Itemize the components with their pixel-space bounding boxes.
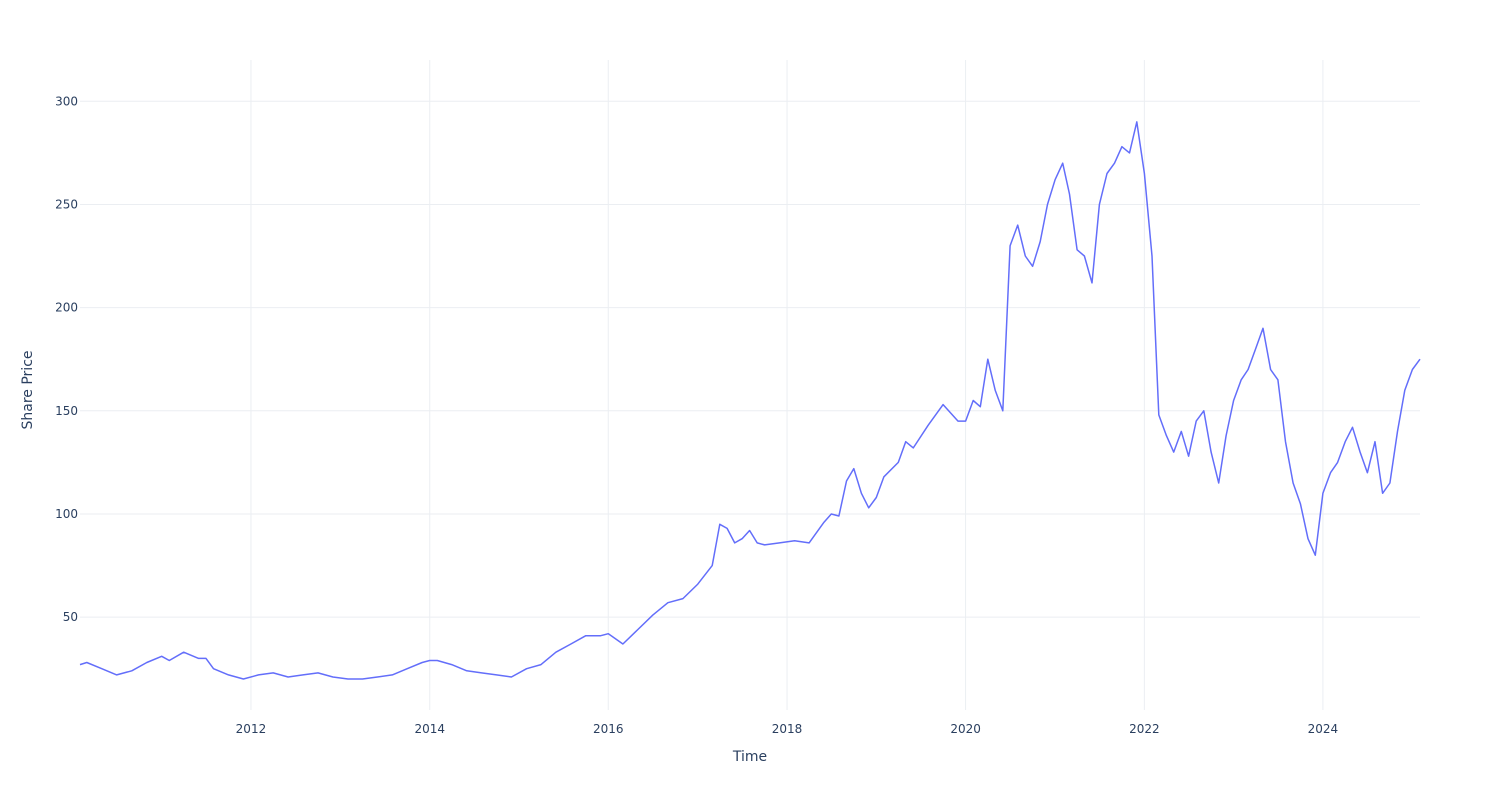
x-tick-labels: 2012 2014 2016 2018 2020 2022 2024 [236, 722, 1338, 736]
y-tick-label: 250 [55, 197, 78, 211]
x-tick-label: 2018 [772, 722, 803, 736]
x-tick-label: 2016 [593, 722, 624, 736]
y-axis-title: Share Price [20, 350, 36, 429]
y-tick-label: 300 [55, 94, 78, 108]
y-tick-label: 200 [55, 301, 78, 315]
y-tick-label: 50 [63, 610, 78, 624]
y-tick-label: 100 [55, 507, 78, 521]
x-tick-label: 2014 [414, 722, 445, 736]
x-tick-label: 2024 [1308, 722, 1339, 736]
x-grid [250, 60, 1324, 710]
y-tick-labels: 50 100 150 200 250 300 [55, 94, 78, 624]
share-price-line [79, 121, 1421, 680]
x-tick-label: 2020 [950, 722, 981, 736]
x-tick-label: 2022 [1129, 722, 1160, 736]
x-tick-label: 2012 [236, 722, 267, 736]
y-grid [80, 100, 1420, 618]
y-tick-label: 150 [55, 404, 78, 418]
series-layer [79, 121, 1421, 680]
x-axis-title: Time [732, 749, 767, 765]
